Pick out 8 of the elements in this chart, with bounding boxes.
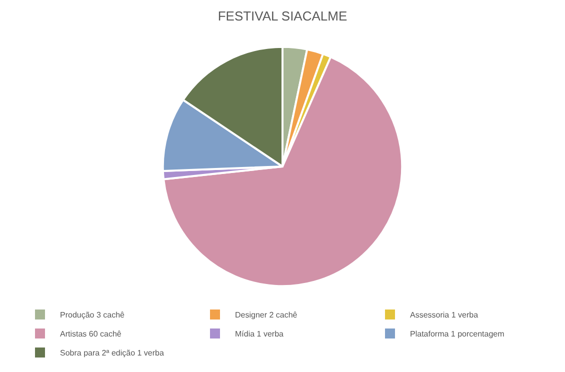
chart-title: FESTIVAL SIACALME [218,8,348,24]
legend-label: Mídia 1 verba [235,330,284,339]
legend-label: Assessoria 1 verba [410,310,479,320]
legend-label: Designer 2 cachê [235,310,298,320]
legend-label: Artistas 60 cachê [60,330,122,339]
legend-label: Produção 3 cachê [60,310,126,320]
legend-label: Plataforma 1 porcentagem [410,330,505,339]
legend-label: Sobra para 2ª edição 1 verba [60,348,164,358]
